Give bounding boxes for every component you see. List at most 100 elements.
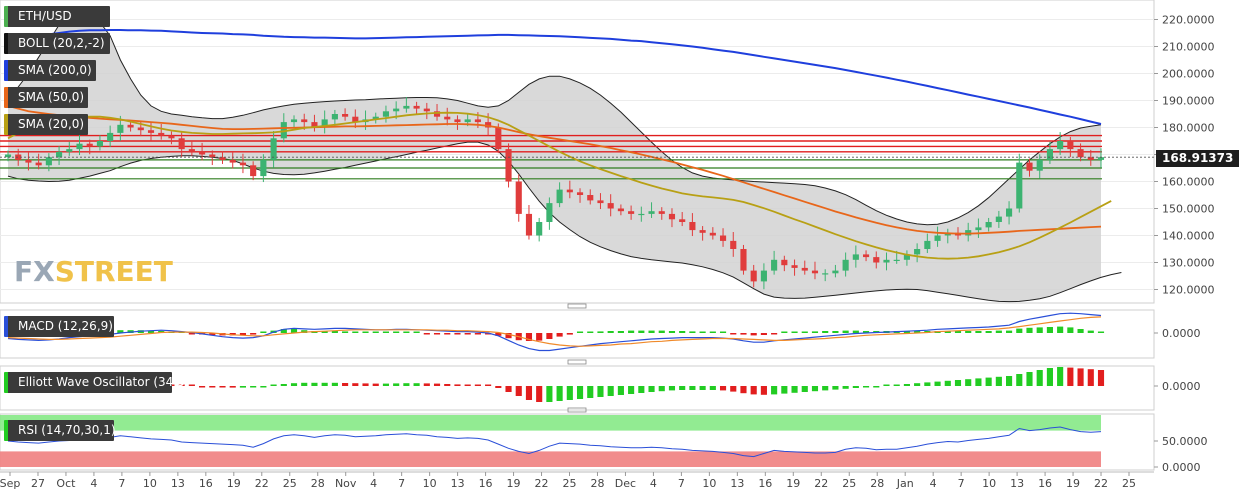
x-tick-label: 10 <box>423 477 437 490</box>
ewo-bar <box>1077 368 1084 386</box>
x-tick-label: 4 <box>650 477 657 490</box>
macd-histogram-bar <box>229 333 236 336</box>
legend-sma20[interactable]: SMA (20,0) <box>4 114 88 135</box>
ewo-bar <box>597 386 604 397</box>
rsi-line <box>7 426 1102 458</box>
macd-histogram-bar <box>709 331 716 333</box>
ewo-bar <box>985 377 992 386</box>
x-tick-label: 16 <box>199 477 213 490</box>
ewo-bar <box>566 386 573 400</box>
macd-y-tick-label: 0.0000 <box>1162 327 1201 340</box>
panel-resize-handles[interactable] <box>567 303 587 413</box>
candle-body <box>1006 208 1013 217</box>
ewo-bar <box>975 378 982 386</box>
x-tick-label: Oct <box>56 477 76 490</box>
legend-rsi[interactable]: RSI (14,70,30,1) <box>4 420 116 441</box>
ewo-bar <box>576 386 584 399</box>
macd-histogram-bar <box>719 331 727 333</box>
macd-histogram-bar <box>495 333 502 336</box>
candle-body <box>107 132 114 141</box>
candle-body <box>597 200 604 204</box>
macd-histogram-bar <box>505 333 512 339</box>
ewo-bar <box>188 384 195 386</box>
candle-body <box>924 240 931 249</box>
y-tick-label: 180.0000 <box>1162 122 1215 135</box>
candle-body <box>86 143 93 147</box>
legend-ewo[interactable]: Elliott Wave Oscillator (34,5) <box>4 372 189 393</box>
ewo-bar <box>536 386 543 402</box>
candle-body <box>648 211 655 214</box>
x-tick-label: 16 <box>479 477 493 490</box>
ewo-bar <box>1036 370 1043 386</box>
candle-body <box>760 270 767 282</box>
candle-body <box>76 143 83 150</box>
ewo-bar <box>362 383 369 386</box>
ewo-bar <box>965 379 972 386</box>
ewo-bar <box>832 386 839 390</box>
macd-histogram-bar <box>781 331 788 333</box>
legend-boll[interactable]: BOLL (20,2,-2) <box>4 33 110 54</box>
candle-body <box>270 138 277 160</box>
candle-body <box>444 116 451 120</box>
candle-body <box>280 122 287 139</box>
candle-body <box>822 273 829 275</box>
macd-histogram-bar <box>944 331 951 333</box>
candle-body <box>158 132 165 136</box>
macd-histogram-bar <box>587 331 594 333</box>
macd-histogram-bar <box>260 331 267 333</box>
rsi-overbought-zone <box>0 415 1101 431</box>
ewo-bar <box>791 386 798 393</box>
candle-body <box>474 119 481 123</box>
sma200-line <box>7 29 1102 125</box>
y-tick-label: 200.0000 <box>1162 68 1215 81</box>
candle-body <box>239 162 247 166</box>
legend-macd[interactable]: MACD (12,26,9) <box>4 316 114 337</box>
candle-body <box>199 151 206 155</box>
legend-sma200[interactable]: SMA (200,0) <box>4 60 96 81</box>
candle-body <box>403 105 410 109</box>
y-tick-label: 130.0000 <box>1162 257 1215 270</box>
resize-handle-macd[interactable] <box>567 303 587 309</box>
ewo-bar <box>1067 367 1074 386</box>
ewo-bar <box>413 383 420 386</box>
candle-body <box>709 232 716 236</box>
candle-body <box>495 127 502 150</box>
x-tick-label: 28 <box>870 477 884 490</box>
ewo-bar <box>903 384 910 386</box>
macd-histogram-bar <box>290 329 298 333</box>
resize-handle-ewo[interactable] <box>567 359 587 365</box>
x-tick-label: 27 <box>31 477 45 490</box>
ewo-bar <box>617 386 624 395</box>
candle-body <box>219 157 226 160</box>
x-tick-label: 10 <box>143 477 157 490</box>
legend-pair[interactable]: ETH/USD <box>4 6 110 27</box>
x-tick-label: Sep <box>0 477 20 490</box>
macd-histogram-bar <box>1057 326 1064 333</box>
candle-body <box>566 189 573 193</box>
macd-histogram-bar <box>1067 327 1074 333</box>
candle-body <box>352 116 359 123</box>
ewo-bar <box>934 381 941 386</box>
macd-histogram-bar <box>331 331 338 333</box>
rsi-y-tick-label: 50.0000 <box>1162 435 1208 448</box>
ewo-bar <box>689 386 696 390</box>
ewo-bar <box>638 386 645 393</box>
ewo-bar <box>781 386 788 394</box>
candle-body <box>15 154 22 160</box>
legend-sma50[interactable]: SMA (50,0) <box>4 87 88 108</box>
ewo-bar <box>668 386 676 391</box>
candle-body <box>4 154 12 158</box>
candle-body <box>852 254 859 260</box>
macd-histogram-bar <box>1077 329 1084 333</box>
ewo-y-tick-label: 0.0000 <box>1162 380 1201 393</box>
x-tick-label: 16 <box>758 477 772 490</box>
candle-body <box>771 259 778 271</box>
ewo-bar <box>944 380 951 386</box>
candle-body <box>1036 159 1043 171</box>
resize-handle-rsi[interactable] <box>567 407 587 413</box>
ewo-bar <box>914 383 921 386</box>
candle-body <box>209 154 216 158</box>
ewo-bar <box>822 386 829 391</box>
x-tick-label: 25 <box>283 477 297 490</box>
candle-body <box>515 181 522 214</box>
